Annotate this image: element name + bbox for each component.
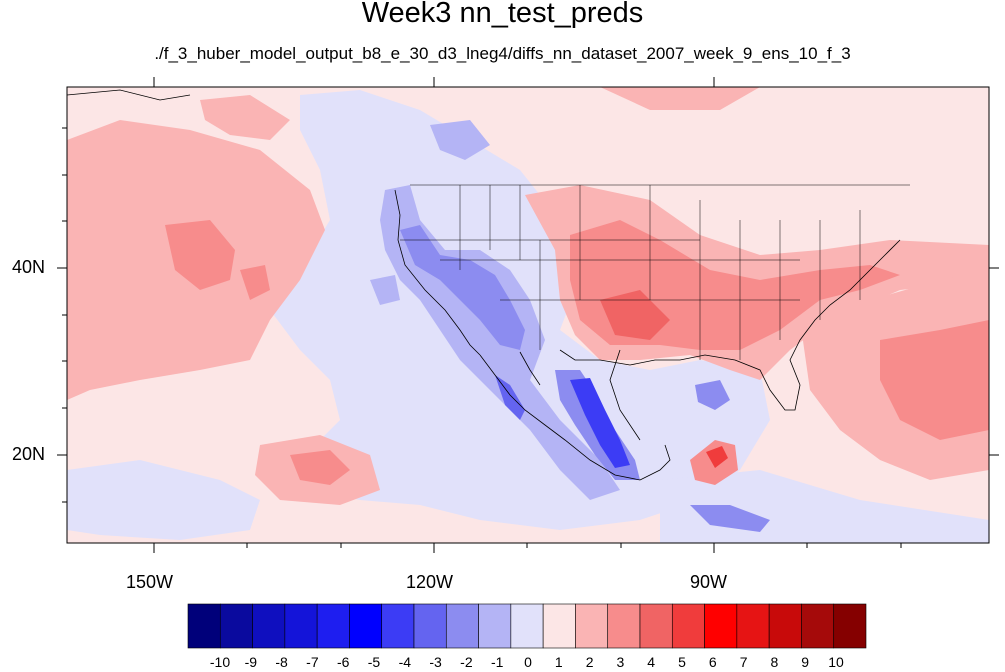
baja-blue bbox=[495, 375, 525, 420]
caribbean-blue bbox=[690, 505, 770, 532]
colorbar-swatch bbox=[671, 603, 705, 649]
pacific-red-north bbox=[200, 95, 290, 140]
colorbar-label: 0 bbox=[524, 654, 532, 670]
gulf-blue bbox=[695, 380, 730, 410]
coastlines bbox=[67, 89, 901, 481]
western-us-blue-mid bbox=[400, 225, 525, 350]
lon-label-90w: 90W bbox=[690, 572, 728, 592]
colorbar-swatch bbox=[736, 603, 770, 649]
colorbar-swatch bbox=[187, 603, 221, 649]
colorbar-label: 6 bbox=[708, 654, 717, 670]
caribbean-red-core bbox=[706, 446, 728, 468]
colorbar-label: 8 bbox=[770, 654, 779, 670]
north-blue-spot bbox=[430, 120, 490, 160]
colorbar-label: 7 bbox=[739, 654, 748, 670]
lon-label-150w: 150W bbox=[126, 572, 174, 592]
state-borders bbox=[400, 184, 910, 360]
colorbar-label: 9 bbox=[801, 654, 810, 670]
colorbar-label: -2 bbox=[460, 654, 473, 670]
colorbar-swatch bbox=[704, 603, 738, 649]
lon-label-120w: 120W bbox=[406, 572, 454, 592]
pacific-blue-spot bbox=[370, 275, 400, 305]
colorbar-label: -7 bbox=[306, 654, 319, 670]
colorbar-swatch bbox=[768, 603, 802, 649]
colorbar-label: 10 bbox=[828, 654, 844, 670]
colorbar-swatch bbox=[542, 603, 576, 649]
colorbar-label: -5 bbox=[367, 654, 381, 670]
colorbar-swatch bbox=[607, 603, 641, 649]
colorbar-label: -6 bbox=[336, 654, 350, 670]
colorbar-swatch bbox=[639, 603, 673, 649]
colorbar-label: -1 bbox=[490, 654, 504, 670]
plot-title: Week3 nn_test_preds bbox=[361, 0, 644, 29]
colorbar-swatch bbox=[445, 603, 479, 649]
axis-ticks bbox=[57, 77, 999, 553]
light-blue-south bbox=[67, 460, 260, 540]
central-us-red-core bbox=[600, 290, 670, 340]
colorbar-swatch bbox=[478, 603, 512, 649]
colorbar-swatch bbox=[575, 603, 609, 649]
colorbar-label: 3 bbox=[616, 654, 625, 670]
colorbar-label: 2 bbox=[585, 654, 594, 670]
plot-subtitle: ./f_3_huber_model_output_b8_e_30_d3_lneg… bbox=[154, 44, 851, 63]
colorbar-label: 4 bbox=[647, 654, 656, 670]
lat-label-20n: 20N bbox=[12, 444, 46, 464]
colorbar-label: -4 bbox=[398, 654, 412, 670]
colorbar-swatch bbox=[252, 603, 286, 649]
colorbar-label: 5 bbox=[678, 654, 686, 670]
colorbar-swatch bbox=[413, 603, 447, 649]
lat-label-40n: 40N bbox=[12, 257, 46, 277]
colorbar-swatch bbox=[833, 603, 867, 649]
mexico-blue-core bbox=[570, 378, 630, 468]
atlantic-red-mid bbox=[880, 320, 989, 440]
colorbar-swatch bbox=[801, 603, 835, 649]
colorbar-swatch bbox=[349, 603, 383, 649]
colorbar-swatch bbox=[316, 603, 350, 649]
colorbar-label: -10 bbox=[209, 654, 231, 670]
northeast-red bbox=[600, 87, 760, 110]
colorbar-swatch bbox=[284, 603, 318, 649]
colorbar-swatch bbox=[219, 603, 253, 649]
colorbar-label: -3 bbox=[429, 654, 442, 670]
colorbar-label: 1 bbox=[554, 654, 563, 670]
map-field bbox=[67, 87, 989, 543]
colorbar-swatch bbox=[510, 603, 544, 649]
pacific-red-south-core bbox=[290, 450, 350, 485]
colorbar-swatch bbox=[381, 603, 415, 649]
colorbar-label: -9 bbox=[244, 654, 258, 670]
colorbar bbox=[187, 603, 867, 649]
pacific-red-core bbox=[165, 220, 235, 290]
pacific-red-core2 bbox=[240, 265, 270, 300]
colorbar-label: -8 bbox=[275, 654, 288, 670]
